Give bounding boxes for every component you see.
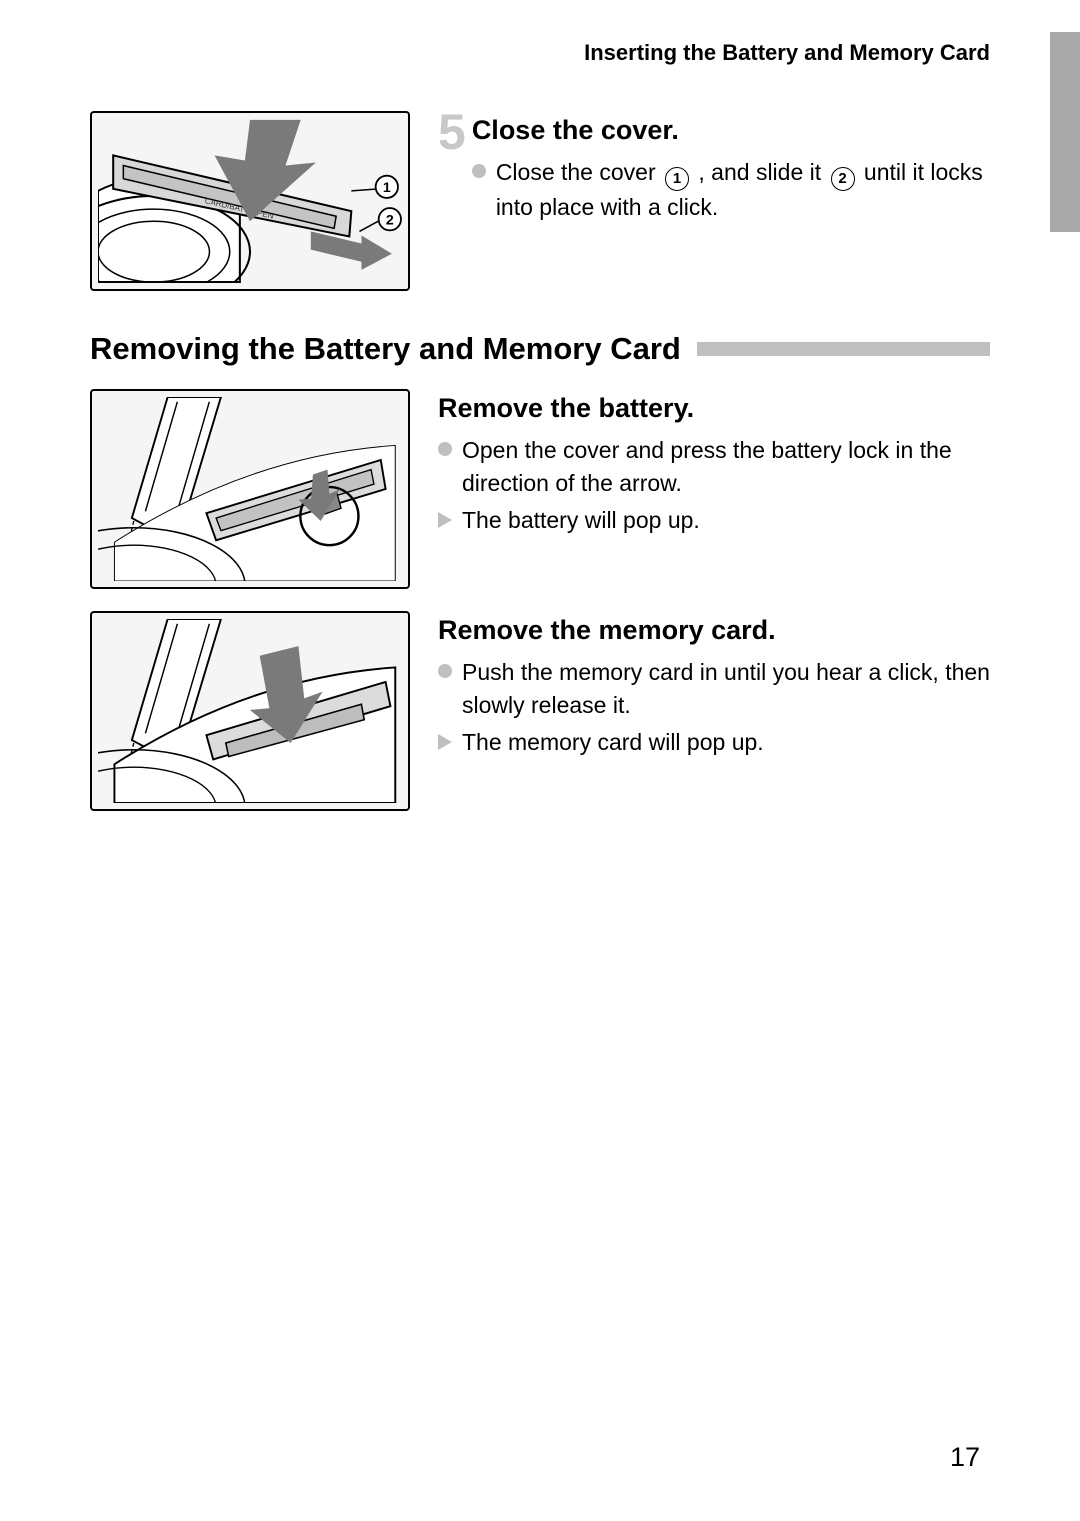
remove-memory-svg: [98, 619, 402, 803]
remove-battery-bullet: Open the cover and press the battery loc…: [438, 434, 990, 501]
step5-bullet-pre: Close the cover: [496, 159, 662, 185]
remove-battery-result: The battery will pop up.: [438, 504, 990, 537]
remove-memory-row: Remove the memory card. Push the memory …: [90, 611, 990, 811]
step5-title: Close the cover.: [472, 113, 990, 148]
section-heading-row: Removing the Battery and Memory Card: [90, 331, 990, 367]
bullet-icon: [438, 664, 452, 678]
illustration-remove-memory: [90, 611, 410, 811]
remove-battery-result-text: The battery will pop up.: [462, 504, 700, 537]
page-number: 17: [950, 1442, 980, 1473]
section-heading-bar: [697, 342, 990, 356]
remove-memory-bullet: Push the memory card in until you hear a…: [438, 656, 990, 723]
result-icon: [438, 734, 452, 750]
running-head: Inserting the Battery and Memory Card: [584, 40, 990, 66]
right-side-tab: [1050, 32, 1080, 232]
illustration-remove-battery: [90, 389, 410, 589]
step5-number: 5: [438, 107, 466, 157]
page: Inserting the Battery and Memory Card CA…: [0, 0, 1080, 1521]
bullet-icon: [472, 164, 486, 178]
close-cover-svg: CARD/BATT OPEN 1 2: [98, 119, 402, 283]
remove-memory-body: Remove the memory card. Push the memory …: [438, 611, 990, 762]
step5-bullet-mid: , and slide it: [692, 159, 828, 185]
remove-memory-bullet-text: Push the memory card in until you hear a…: [462, 656, 990, 723]
remove-memory-result-text: The memory card will pop up.: [462, 726, 764, 759]
callout-1: 1: [383, 180, 391, 196]
remove-battery-bullet-text: Open the cover and press the battery loc…: [462, 434, 990, 501]
remove-battery-body: Remove the battery. Open the cover and p…: [438, 389, 990, 540]
circled-1: 1: [665, 167, 689, 191]
step5-row: CARD/BATT OPEN 1 2 5 Close the cover.: [90, 111, 990, 291]
callout-2: 2: [386, 212, 394, 228]
step5-bullet: Close the cover 1 , and slide it 2 until…: [472, 156, 990, 224]
remove-memory-result: The memory card will pop up.: [438, 726, 990, 759]
remove-battery-row: Remove the battery. Open the cover and p…: [90, 389, 990, 589]
bullet-icon: [438, 442, 452, 456]
header-row: Inserting the Battery and Memory Card: [90, 40, 990, 66]
section-heading: Removing the Battery and Memory Card: [90, 331, 681, 367]
remove-battery-title: Remove the battery.: [438, 391, 990, 426]
remove-memory-title: Remove the memory card.: [438, 613, 990, 648]
circled-2: 2: [831, 167, 855, 191]
remove-battery-svg: [98, 397, 402, 581]
step5-body: 5 Close the cover. Close the cover 1 , a…: [438, 111, 990, 227]
result-icon: [438, 512, 452, 528]
illustration-close-cover: CARD/BATT OPEN 1 2: [90, 111, 410, 291]
